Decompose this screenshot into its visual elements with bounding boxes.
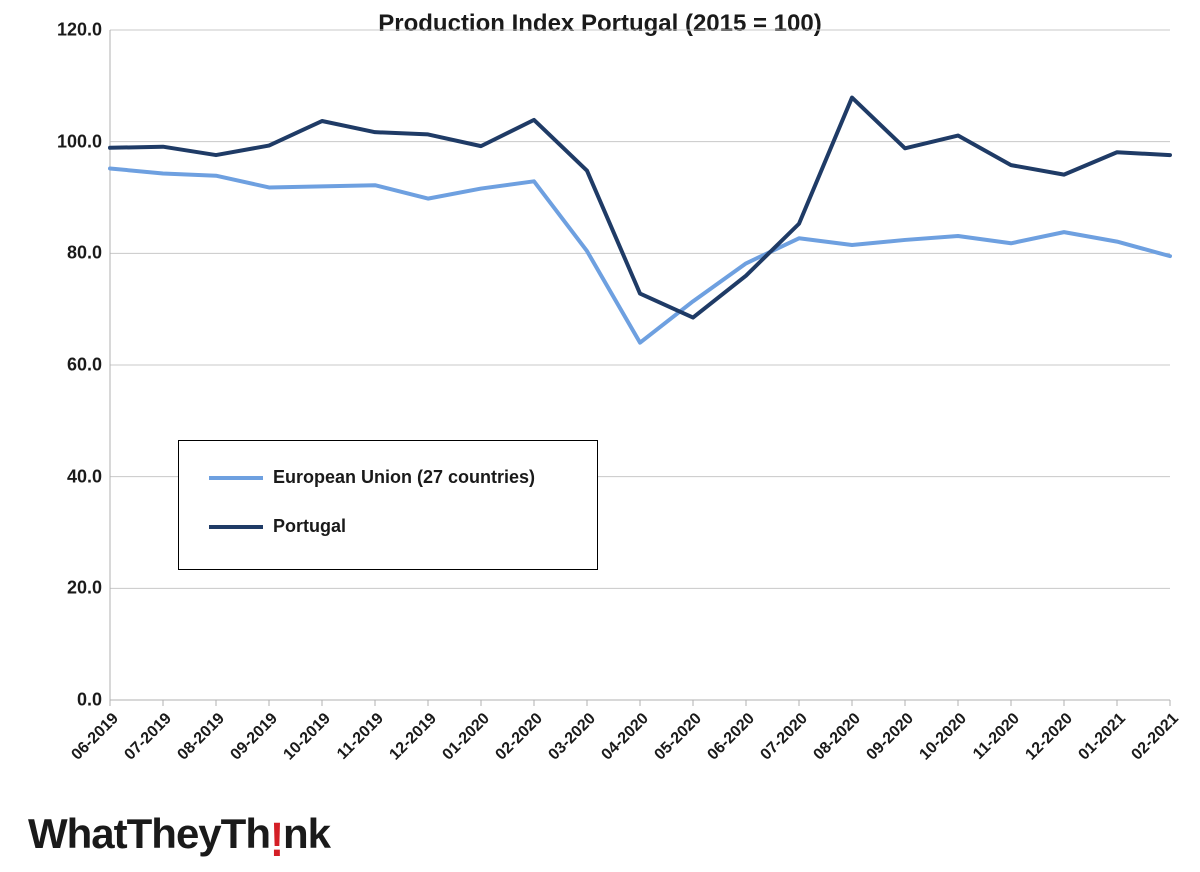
x-tick-label: 02-2021 — [1128, 710, 1182, 764]
series-line-portugal — [110, 98, 1170, 318]
x-tick-label: 12-2019 — [386, 710, 440, 764]
x-tick-label: 02-2020 — [492, 710, 546, 764]
x-tick-label: 11-2020 — [970, 710, 1024, 764]
page-root: Production Index Portugal (2015 = 100) 0… — [0, 0, 1200, 872]
legend-label-portugal: Portugal — [273, 516, 346, 537]
x-tick-label: 09-2019 — [227, 710, 281, 764]
logo-bang-icon: ! — [270, 812, 283, 867]
legend-swatch-portugal — [209, 525, 263, 529]
x-tick-label: 10-2019 — [280, 710, 334, 764]
x-tick-label: 05-2020 — [651, 710, 705, 764]
x-tick-label: 06-2019 — [68, 710, 122, 764]
y-tick-label: 40.0 — [67, 466, 110, 487]
y-tick-label: 80.0 — [67, 243, 110, 264]
y-tick-label: 100.0 — [57, 131, 110, 152]
x-tick-label: 10-2020 — [916, 710, 970, 764]
x-tick-label: 11-2019 — [334, 710, 388, 764]
legend-item-eu27: European Union (27 countries) — [209, 467, 567, 488]
y-tick-label: 0.0 — [77, 690, 110, 711]
x-tick-label: 06-2020 — [704, 710, 758, 764]
x-tick-label: 08-2020 — [810, 710, 864, 764]
series-line-eu27 — [110, 168, 1170, 342]
x-tick-label: 12-2020 — [1022, 710, 1076, 764]
logo-text-suffix: nk — [283, 810, 330, 857]
x-tick-label: 01-2021 — [1075, 710, 1129, 764]
x-tick-label: 07-2020 — [757, 710, 811, 764]
x-tick-label: 04-2020 — [598, 710, 652, 764]
legend-item-portugal: Portugal — [209, 516, 567, 537]
chart-plot-area: 0.020.040.060.080.0100.0120.0 — [110, 30, 1170, 700]
logo-text-prefix: WhatTheyTh — [28, 810, 270, 857]
chart-svg — [110, 30, 1170, 708]
legend-swatch-eu27 — [209, 476, 263, 480]
y-tick-label: 120.0 — [57, 20, 110, 41]
x-tick-label: 03-2020 — [545, 710, 599, 764]
y-tick-label: 60.0 — [67, 355, 110, 376]
legend-label-eu27: European Union (27 countries) — [273, 467, 535, 488]
y-tick-label: 20.0 — [67, 578, 110, 599]
chart-legend: European Union (27 countries) Portugal — [178, 440, 598, 570]
x-tick-label: 09-2020 — [863, 710, 917, 764]
x-tick-label: 07-2019 — [121, 710, 175, 764]
whattheythink-logo: WhatTheyTh!nk — [28, 810, 330, 858]
x-tick-label: 01-2020 — [439, 710, 493, 764]
x-tick-label: 08-2019 — [174, 710, 228, 764]
